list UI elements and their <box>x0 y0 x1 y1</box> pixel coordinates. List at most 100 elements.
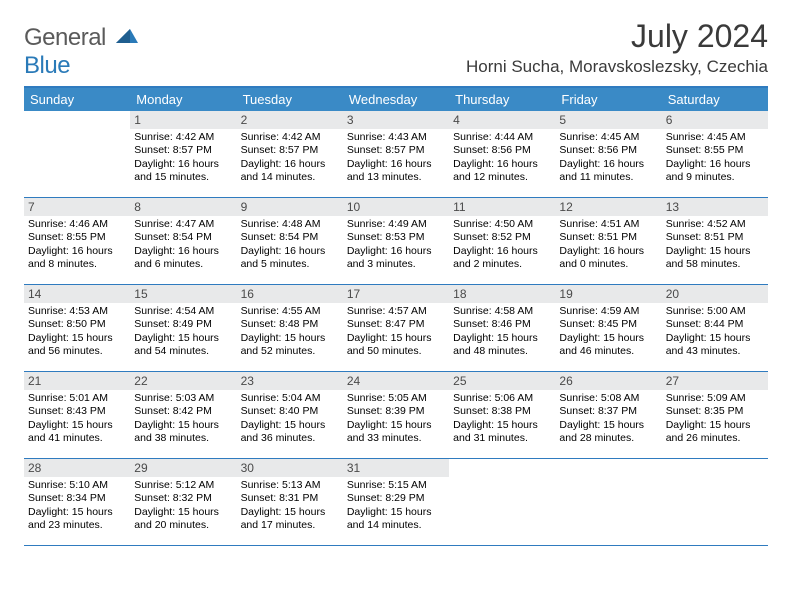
sunrise-line: Sunrise: 4:43 AM <box>347 131 443 144</box>
day-cell <box>662 459 768 545</box>
daylight-line-1: Daylight: 15 hours <box>134 506 230 519</box>
day-number: 12 <box>555 198 661 216</box>
sunrise-line: Sunrise: 4:46 AM <box>28 218 124 231</box>
daylight-line-2: and 14 minutes. <box>347 519 443 532</box>
daylight-line-2: and 31 minutes. <box>453 432 549 445</box>
day-cell: 27Sunrise: 5:09 AMSunset: 8:35 PMDayligh… <box>662 372 768 458</box>
day-body: Sunrise: 4:51 AMSunset: 8:51 PMDaylight:… <box>555 216 661 272</box>
daylight-line-1: Daylight: 15 hours <box>347 419 443 432</box>
sunset-line: Sunset: 8:45 PM <box>559 318 655 331</box>
sunrise-line: Sunrise: 5:10 AM <box>28 479 124 492</box>
day-body: Sunrise: 4:49 AMSunset: 8:53 PMDaylight:… <box>343 216 449 272</box>
daylight-line-1: Daylight: 15 hours <box>347 506 443 519</box>
day-cell: 17Sunrise: 4:57 AMSunset: 8:47 PMDayligh… <box>343 285 449 371</box>
week-row: 7Sunrise: 4:46 AMSunset: 8:55 PMDaylight… <box>24 198 768 285</box>
daylight-line-2: and 41 minutes. <box>28 432 124 445</box>
day-cell: 1Sunrise: 4:42 AMSunset: 8:57 PMDaylight… <box>130 111 236 197</box>
day-body: Sunrise: 5:04 AMSunset: 8:40 PMDaylight:… <box>237 390 343 446</box>
sunset-line: Sunset: 8:54 PM <box>241 231 337 244</box>
day-body: Sunrise: 4:53 AMSunset: 8:50 PMDaylight:… <box>24 303 130 359</box>
sunset-line: Sunset: 8:44 PM <box>666 318 762 331</box>
day-number: 8 <box>130 198 236 216</box>
day-number: 30 <box>237 459 343 477</box>
daylight-line-1: Daylight: 15 hours <box>453 419 549 432</box>
sunrise-line: Sunrise: 4:48 AM <box>241 218 337 231</box>
daylight-line-1: Daylight: 16 hours <box>134 158 230 171</box>
sunset-line: Sunset: 8:34 PM <box>28 492 124 505</box>
day-body: Sunrise: 4:55 AMSunset: 8:48 PMDaylight:… <box>237 303 343 359</box>
day-body: Sunrise: 5:09 AMSunset: 8:35 PMDaylight:… <box>662 390 768 446</box>
day-cell: 7Sunrise: 4:46 AMSunset: 8:55 PMDaylight… <box>24 198 130 284</box>
day-number: 11 <box>449 198 555 216</box>
sunrise-line: Sunrise: 5:13 AM <box>241 479 337 492</box>
daylight-line-1: Daylight: 15 hours <box>134 419 230 432</box>
logo-text-general: General <box>24 24 106 51</box>
day-number: 18 <box>449 285 555 303</box>
day-body: Sunrise: 5:08 AMSunset: 8:37 PMDaylight:… <box>555 390 661 446</box>
sunrise-line: Sunrise: 4:51 AM <box>559 218 655 231</box>
day-number: 16 <box>237 285 343 303</box>
day-cell: 16Sunrise: 4:55 AMSunset: 8:48 PMDayligh… <box>237 285 343 371</box>
day-cell: 5Sunrise: 4:45 AMSunset: 8:56 PMDaylight… <box>555 111 661 197</box>
day-body: Sunrise: 5:01 AMSunset: 8:43 PMDaylight:… <box>24 390 130 446</box>
sunrise-line: Sunrise: 5:01 AM <box>28 392 124 405</box>
day-cell: 21Sunrise: 5:01 AMSunset: 8:43 PMDayligh… <box>24 372 130 458</box>
sunrise-line: Sunrise: 4:58 AM <box>453 305 549 318</box>
daylight-line-1: Daylight: 16 hours <box>241 245 337 258</box>
logo-text-blue: Blue <box>24 52 70 79</box>
day-body: Sunrise: 5:10 AMSunset: 8:34 PMDaylight:… <box>24 477 130 533</box>
day-number: 1 <box>130 111 236 129</box>
day-cell: 11Sunrise: 4:50 AMSunset: 8:52 PMDayligh… <box>449 198 555 284</box>
daylight-line-2: and 50 minutes. <box>347 345 443 358</box>
sunset-line: Sunset: 8:56 PM <box>453 144 549 157</box>
day-cell: 26Sunrise: 5:08 AMSunset: 8:37 PMDayligh… <box>555 372 661 458</box>
daylight-line-1: Daylight: 16 hours <box>134 245 230 258</box>
daylight-line-1: Daylight: 16 hours <box>347 245 443 258</box>
sunset-line: Sunset: 8:49 PM <box>134 318 230 331</box>
day-cell: 2Sunrise: 4:42 AMSunset: 8:57 PMDaylight… <box>237 111 343 197</box>
daylight-line-2: and 0 minutes. <box>559 258 655 271</box>
sunrise-line: Sunrise: 4:50 AM <box>453 218 549 231</box>
sunrise-line: Sunrise: 5:03 AM <box>134 392 230 405</box>
sunset-line: Sunset: 8:35 PM <box>666 405 762 418</box>
day-body: Sunrise: 4:47 AMSunset: 8:54 PMDaylight:… <box>130 216 236 272</box>
day-number: 28 <box>24 459 130 477</box>
day-cell: 15Sunrise: 4:54 AMSunset: 8:49 PMDayligh… <box>130 285 236 371</box>
day-number: 27 <box>662 372 768 390</box>
logo: General Blue <box>24 18 140 80</box>
sunrise-line: Sunrise: 4:49 AM <box>347 218 443 231</box>
day-cell: 30Sunrise: 5:13 AMSunset: 8:31 PMDayligh… <box>237 459 343 545</box>
day-number: 15 <box>130 285 236 303</box>
day-body: Sunrise: 5:12 AMSunset: 8:32 PMDaylight:… <box>130 477 236 533</box>
daylight-line-1: Daylight: 15 hours <box>28 332 124 345</box>
day-body: Sunrise: 5:15 AMSunset: 8:29 PMDaylight:… <box>343 477 449 533</box>
sunrise-line: Sunrise: 4:57 AM <box>347 305 443 318</box>
day-cell: 20Sunrise: 5:00 AMSunset: 8:44 PMDayligh… <box>662 285 768 371</box>
logo-triangle-icon <box>116 27 140 45</box>
daylight-line-2: and 26 minutes. <box>666 432 762 445</box>
day-cell: 25Sunrise: 5:06 AMSunset: 8:38 PMDayligh… <box>449 372 555 458</box>
sunrise-line: Sunrise: 4:54 AM <box>134 305 230 318</box>
day-number: 29 <box>130 459 236 477</box>
daylight-line-1: Daylight: 16 hours <box>347 158 443 171</box>
daylight-line-2: and 56 minutes. <box>28 345 124 358</box>
sunrise-line: Sunrise: 4:52 AM <box>666 218 762 231</box>
sunrise-line: Sunrise: 5:15 AM <box>347 479 443 492</box>
daylight-line-1: Daylight: 15 hours <box>559 419 655 432</box>
sunset-line: Sunset: 8:40 PM <box>241 405 337 418</box>
day-number: 10 <box>343 198 449 216</box>
sunrise-line: Sunrise: 4:47 AM <box>134 218 230 231</box>
dow-cell: Tuesday <box>237 88 343 111</box>
sunset-line: Sunset: 8:51 PM <box>666 231 762 244</box>
daylight-line-2: and 33 minutes. <box>347 432 443 445</box>
day-body: Sunrise: 4:59 AMSunset: 8:45 PMDaylight:… <box>555 303 661 359</box>
daylight-line-1: Daylight: 16 hours <box>28 245 124 258</box>
dow-cell: Sunday <box>24 88 130 111</box>
day-cell: 23Sunrise: 5:04 AMSunset: 8:40 PMDayligh… <box>237 372 343 458</box>
daylight-line-2: and 5 minutes. <box>241 258 337 271</box>
day-number: 3 <box>343 111 449 129</box>
sunrise-line: Sunrise: 5:12 AM <box>134 479 230 492</box>
day-cell: 4Sunrise: 4:44 AMSunset: 8:56 PMDaylight… <box>449 111 555 197</box>
days-of-week-header: SundayMondayTuesdayWednesdayThursdayFrid… <box>24 88 768 111</box>
sunrise-line: Sunrise: 4:55 AM <box>241 305 337 318</box>
